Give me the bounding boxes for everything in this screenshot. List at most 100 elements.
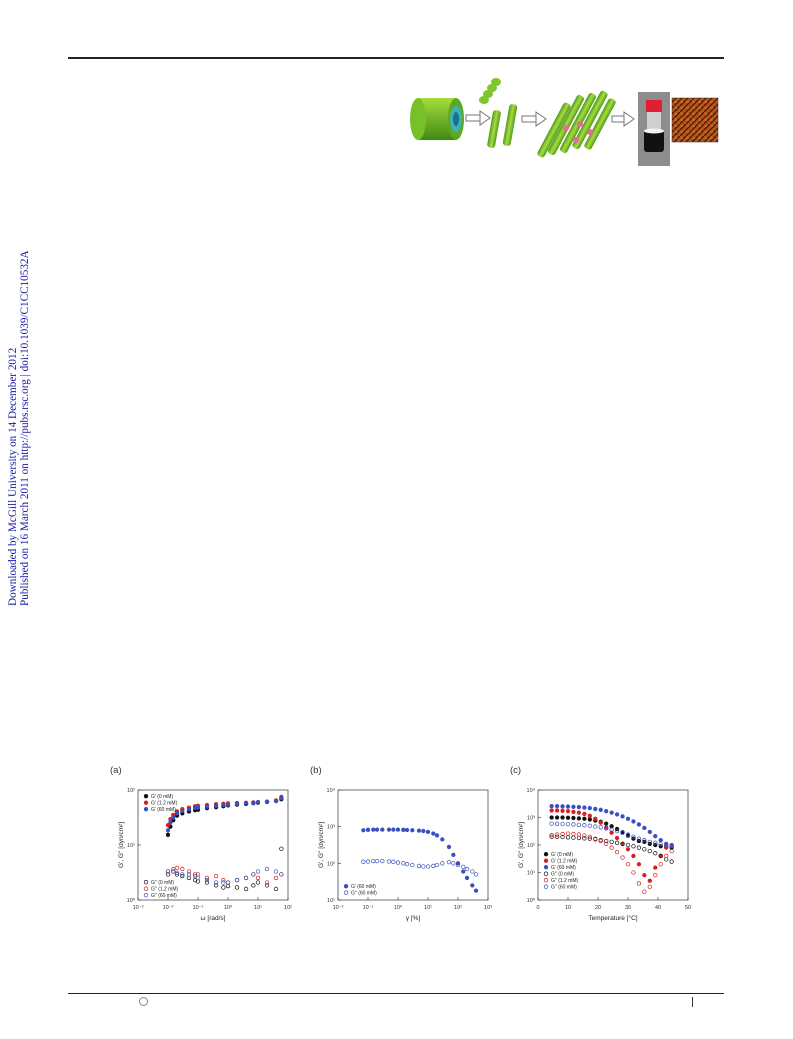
data-point [647,829,652,835]
data-point [631,870,636,875]
data-point [565,815,571,820]
data-point [582,836,587,841]
legend-marker [543,852,549,857]
chart-a-svg: 10⁻³ 10⁻² 10⁻¹ 10⁰ 10¹ 10² 10⁰ 10¹ 10² ω [rad/s] G… [118,788,292,922]
panel-label-a: (a) [110,765,122,776]
data-point [642,825,647,831]
data-point [264,799,270,804]
data-point [416,828,422,833]
data-point [243,886,249,892]
data-point [631,819,636,824]
data-point [186,875,192,881]
legend-entry: G'' (0 mM) [551,872,574,878]
data-point [255,880,261,885]
data-point [571,835,576,840]
x-tick-label: 10⁰ [224,904,233,911]
data-point [609,827,614,832]
published-line[interactable]: Published on 16 March 2011 on http://pub… [18,250,31,606]
legend-entry: G'' (0 mM) [151,880,174,886]
data-point [554,821,560,826]
data-point [464,866,470,872]
legend-entry: G'' (60 mM) [351,891,377,897]
data-point [598,825,603,830]
data-point [470,883,475,888]
data-point [431,863,436,869]
data-point [636,881,642,886]
data-point [560,804,565,809]
data-point [273,875,279,881]
data-point [653,873,658,878]
x-tick-label: 10² [454,905,462,911]
data-point [664,857,669,862]
legend-entry: G'' (1.2 mM) [151,887,179,893]
rod-pair-icon [487,104,518,148]
legend-marker [143,893,149,898]
chart-panel-b: (b) 10⁻² 10⁻¹ 10⁰ 10¹ 10² 10³ 10¹ 10² 10³ 10⁴ γ [%… [310,765,492,925]
data-point [234,801,240,806]
data-point [386,859,392,864]
data-point [431,831,436,836]
data-point [587,836,592,841]
rod-bundle-icon [537,90,616,158]
data-point [279,795,284,801]
data-point [571,809,576,815]
data-point [576,822,582,828]
data-point [647,848,652,854]
chart-c-svg: 0 10 20 30 40 50 10⁰ 10¹ 10² 10³ 10⁴ Temperature [°… [518,787,691,922]
legend-marker [343,884,349,889]
data-point [576,832,582,837]
data-point [264,866,270,872]
data-point [455,862,461,868]
data-point [636,862,642,867]
data-point [195,805,201,810]
header-rule [68,57,724,59]
data-point [614,828,620,834]
data-point [174,811,180,816]
y-tick-label: 10¹ [127,843,135,849]
data-point [195,879,201,884]
data-point [264,880,270,885]
panel-label-c: (c) [510,765,522,776]
data-point [587,834,592,839]
data-point [598,807,603,812]
legend-entry: G'' (1.2 mM) [551,878,579,884]
chart-b-svg: 10⁻² 10⁻¹ 10⁰ 10¹ 10² 10³ 10¹ 10² 10³ 10⁴ γ [%] G',… [318,787,492,922]
data-point [664,853,669,859]
data-point [631,853,636,859]
data-point [582,805,587,810]
data-point [620,841,625,847]
data-point [440,861,445,866]
data-point [279,872,284,877]
x-tick-label: 10⁻² [333,905,344,911]
data-point [565,804,571,809]
data-point [174,865,180,871]
data-point [404,827,410,833]
y-tick-label: 10² [127,788,135,794]
x-tick-label: 10 [565,905,571,911]
panel-label-b: (b) [310,765,322,776]
data-point [234,885,240,890]
data-point [593,836,598,841]
data-point [614,835,620,841]
data-point [204,875,210,881]
downloaded-line[interactable]: Downloaded by McGill University on 14 De… [7,347,19,606]
data-point [171,869,176,874]
legend-marker [543,878,549,883]
plot-frame [337,789,489,901]
legend-marker [143,807,149,812]
data-point [204,877,210,883]
data-point [204,880,210,885]
data-point [255,875,261,881]
data-point [421,828,426,834]
data-point [669,848,674,854]
y-tick-label: 10² [527,843,535,849]
data-point [593,806,598,812]
data-point [609,839,614,845]
arrow-right-icon [521,111,547,127]
data-point [221,880,226,885]
data-point [386,827,392,832]
data-point [549,834,554,839]
data-point [225,880,231,885]
data-point [234,877,240,883]
data-point [391,859,396,864]
